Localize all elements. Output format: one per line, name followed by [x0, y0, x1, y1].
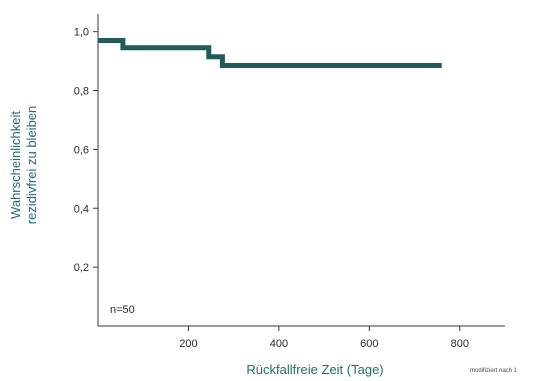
y-tick-label: 0,8	[74, 86, 89, 98]
series	[98, 38, 442, 68]
source-note: modifiziert nach 1	[470, 368, 518, 374]
x-tick-label: 800	[451, 338, 469, 350]
y-tick-label: 0,6	[74, 144, 89, 156]
y-axis-title-line-1: Wahrscheinlichkeit	[8, 111, 23, 219]
axes	[97, 14, 505, 327]
survival-step-line	[98, 38, 442, 68]
y-axis-title-line-2: rezidivfrei zu bleiben	[24, 106, 39, 225]
y-tick-label: 0,4	[74, 203, 89, 215]
ticks: 0,2 0,4 0,6 0,8 1,0 200 400 600 800	[74, 27, 469, 350]
sample-size-annotation: n=50	[110, 304, 135, 316]
x-tick-label: 400	[270, 338, 288, 350]
x-axis-title: Rückfallfreie Zeit (Tage)	[246, 362, 383, 377]
y-tick-label: 1,0	[74, 27, 89, 39]
x-tick-label: 200	[179, 338, 197, 350]
x-tick-label: 600	[360, 338, 378, 350]
y-tick-label: 0,2	[74, 262, 89, 274]
